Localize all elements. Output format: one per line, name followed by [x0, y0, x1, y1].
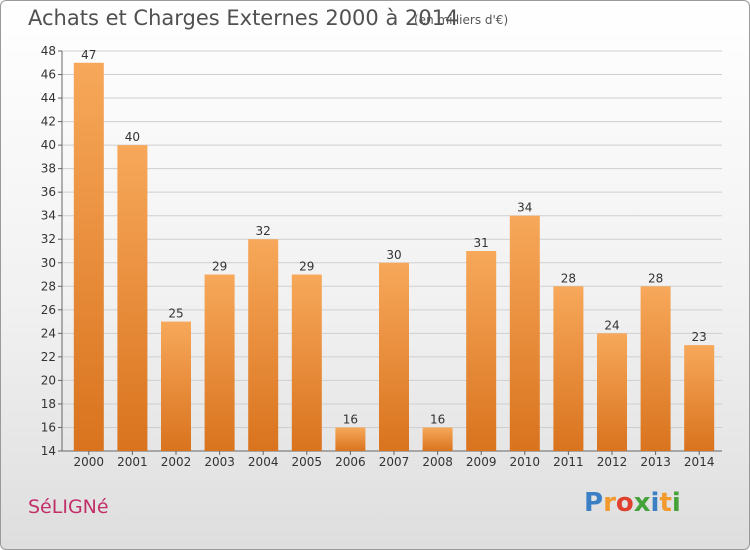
bar — [117, 145, 148, 451]
x-tick-label: 2008 — [422, 455, 453, 469]
bar — [291, 274, 322, 451]
bar — [204, 274, 235, 451]
bar — [509, 215, 540, 451]
y-tick-label: 38 — [41, 162, 56, 176]
y-tick-label: 16 — [41, 420, 56, 434]
data-label: 28 — [561, 271, 576, 285]
y-tick-label: 24 — [41, 326, 56, 340]
y-tick-label: 18 — [41, 397, 56, 411]
data-label: 16 — [430, 412, 445, 426]
logo-letter: o — [615, 488, 634, 518]
bar — [466, 251, 497, 451]
data-label: 23 — [692, 330, 707, 344]
data-label: 31 — [474, 236, 489, 250]
y-tick-label: 34 — [41, 209, 56, 223]
y-tick-label: 32 — [41, 232, 56, 246]
y-tick-label: 22 — [41, 350, 56, 364]
data-label: 29 — [212, 260, 227, 274]
x-tick-label: 2009 — [466, 455, 497, 469]
x-tick-label: 2011 — [553, 455, 584, 469]
y-tick-label: 14 — [41, 444, 56, 458]
bar — [248, 239, 279, 451]
y-tick-label: 20 — [41, 373, 56, 387]
bar — [73, 62, 104, 451]
data-label: 32 — [256, 224, 271, 238]
bar — [684, 345, 715, 451]
data-label: 28 — [648, 271, 663, 285]
y-tick-label: 36 — [41, 185, 56, 199]
y-tick-label: 28 — [41, 279, 56, 293]
data-label: 47 — [81, 48, 96, 62]
data-label: 34 — [517, 201, 532, 215]
x-tick-label: 2002 — [161, 455, 192, 469]
y-tick-label: 48 — [41, 44, 56, 58]
y-tick-label: 40 — [41, 138, 56, 152]
logo-letter: r — [603, 488, 616, 518]
data-label: 40 — [125, 130, 140, 144]
x-tick-label: 2001 — [117, 455, 148, 469]
x-tick-label: 2010 — [510, 455, 541, 469]
logo-letter: x — [633, 488, 651, 518]
logo-letter: t — [659, 488, 672, 518]
proxiti-logo: Proxiti — [584, 488, 681, 518]
chart-subtitle: (en milliers d'€) — [414, 13, 509, 27]
logo-letter: P — [584, 488, 604, 518]
logo-letter: i — [650, 488, 660, 518]
y-tick-label: 44 — [41, 91, 56, 105]
bars — [73, 62, 715, 451]
x-tick-label: 2012 — [597, 455, 628, 469]
x-tick-label: 2007 — [379, 455, 410, 469]
data-label: 16 — [343, 412, 358, 426]
x-tick-label: 2006 — [335, 455, 366, 469]
bar — [640, 286, 671, 451]
y-tick-label: 26 — [41, 303, 56, 317]
commune-name: SéLIGNé — [28, 496, 109, 518]
data-label: 25 — [168, 307, 183, 321]
bar — [597, 333, 627, 451]
bar — [379, 262, 409, 451]
bar — [422, 427, 453, 451]
x-tick-label: 2014 — [684, 455, 715, 469]
x-tick-label: 2013 — [640, 455, 671, 469]
data-label: 24 — [604, 318, 619, 332]
y-tick-label: 42 — [41, 115, 56, 129]
data-label: 30 — [386, 248, 401, 262]
labels: 47 2000 40 2001 25 2002 29 2003 32 2004 29 2005 16 20… — [74, 48, 715, 469]
x-tick-label: 2005 — [292, 455, 323, 469]
y-tick-label: 30 — [41, 256, 56, 270]
chart-title: Achats et Charges Externes 2000 à 2014 — [28, 6, 459, 30]
y-tick-label: 46 — [41, 68, 56, 82]
logo-letter: i — [671, 488, 681, 518]
data-label: 29 — [299, 260, 314, 274]
bar — [161, 321, 191, 451]
x-tick-label: 2004 — [248, 455, 279, 469]
bar — [335, 427, 366, 451]
x-tick-label: 2003 — [204, 455, 235, 469]
x-tick-label: 2000 — [74, 455, 105, 469]
bar — [553, 286, 584, 451]
